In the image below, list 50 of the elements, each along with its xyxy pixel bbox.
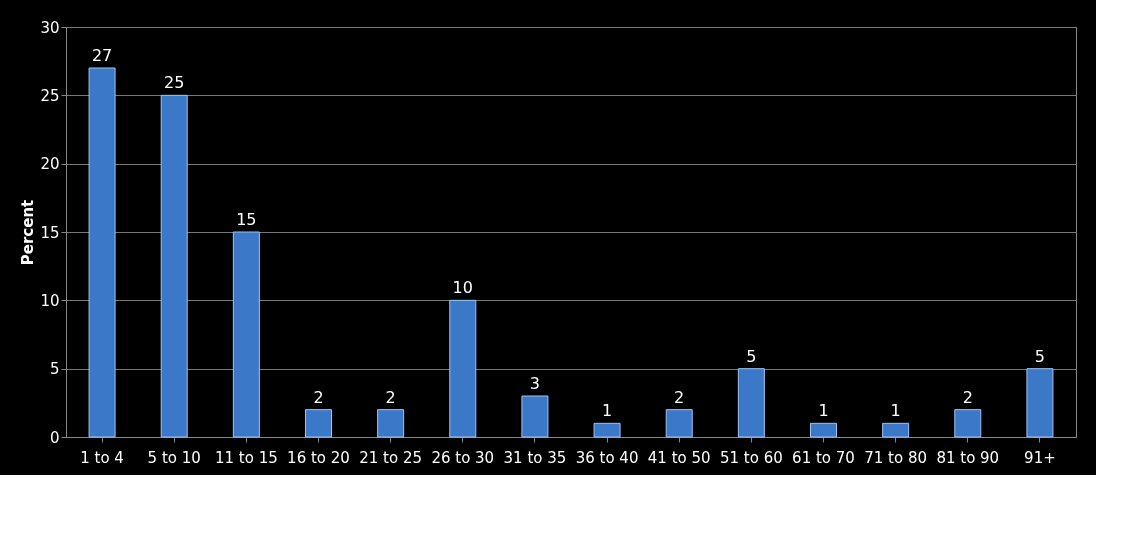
y-tick-label: 5: [49, 360, 60, 379]
data-label: 2: [385, 387, 396, 407]
x-tick-label: 11 to 15: [214, 448, 278, 467]
data-label: 15: [236, 210, 257, 229]
x-tick-label: 5 to 10: [147, 448, 201, 467]
bar: [810, 422, 837, 438]
x-tick-label: 91+: [1024, 448, 1056, 467]
data-label: 1: [890, 401, 901, 421]
data-label: 2: [962, 387, 973, 407]
data-label: 5: [746, 346, 757, 366]
data-label: 1: [818, 401, 829, 421]
x-tick-label: 26 to 30: [431, 448, 495, 467]
data-label: 27: [91, 46, 113, 65]
bar: [593, 422, 621, 438]
bar: [232, 231, 260, 438]
data-label: 2: [674, 387, 685, 407]
bar: [737, 368, 765, 438]
bar: [521, 395, 549, 438]
y-tick-label: 20: [40, 155, 60, 174]
bar: [449, 299, 477, 438]
bar: [954, 409, 982, 438]
bar: [160, 94, 188, 438]
data-label: 3: [529, 374, 541, 393]
y-tick-label: 0: [49, 428, 60, 447]
x-tick-label: 71 to 80: [864, 448, 928, 467]
y-tick-label: 15: [40, 223, 60, 242]
x-tick-label: 16 to 20: [287, 448, 350, 467]
y-tick-label: 25: [40, 86, 60, 105]
x-tick-label: 1 to 4: [80, 448, 124, 467]
y-tick-label: 10: [40, 291, 60, 310]
bar: [305, 409, 332, 438]
x-tick-label: 21 to 25: [359, 448, 423, 467]
x-tick-label: 51 to 60: [719, 448, 783, 467]
bar: [377, 409, 405, 438]
x-tick-label: 41 to 50: [647, 448, 711, 467]
bar: [1026, 368, 1054, 438]
bar: [88, 67, 116, 438]
data-label: 10: [452, 278, 473, 298]
data-label: 25: [164, 73, 185, 93]
x-tick-label: 61 to 70: [792, 448, 855, 467]
bar: [882, 422, 910, 438]
data-label: 5: [1034, 346, 1046, 366]
bar: [665, 409, 693, 438]
data-label: 1: [601, 401, 613, 421]
y-axis-title: Percent: [19, 199, 38, 266]
data-label: 2: [313, 387, 324, 407]
x-tick-label: 31 to 35: [503, 448, 567, 467]
x-tick-label: 81 to 90: [936, 448, 1000, 467]
y-tick-label: 30: [40, 18, 60, 37]
x-tick-label: 36 to 40: [575, 448, 639, 467]
